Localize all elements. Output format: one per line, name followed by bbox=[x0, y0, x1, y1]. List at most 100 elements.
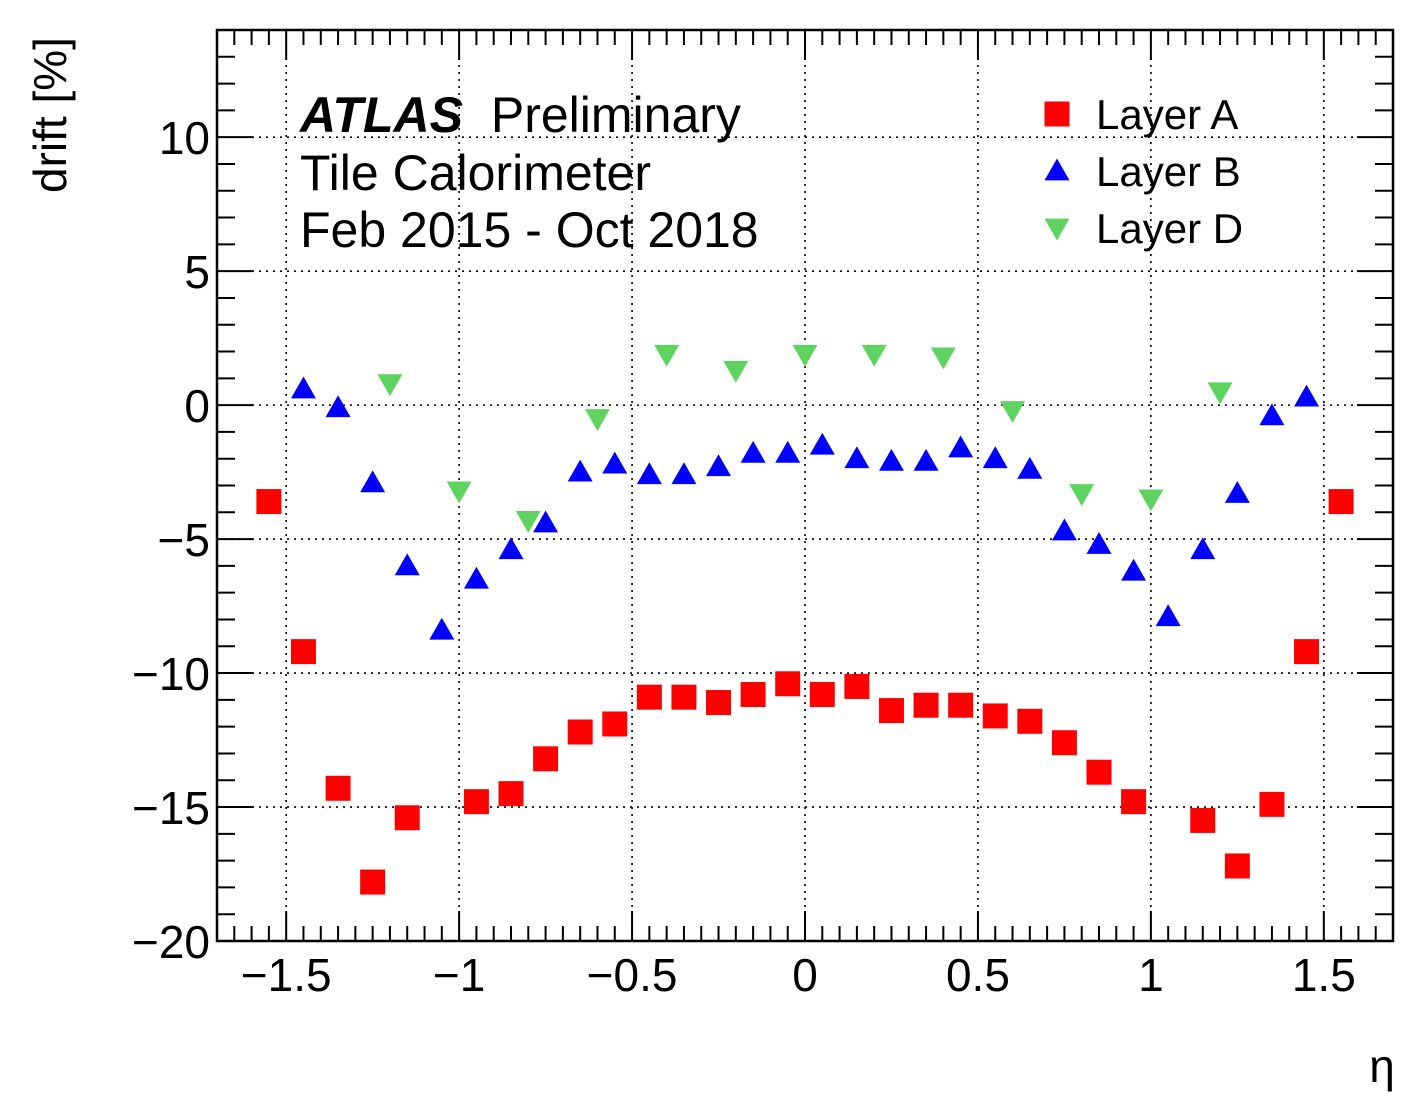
data-point bbox=[723, 360, 749, 383]
data-point bbox=[602, 451, 628, 474]
data-point bbox=[290, 639, 316, 665]
data-point bbox=[1259, 403, 1285, 426]
plot-frame bbox=[215, 28, 1395, 943]
data-point bbox=[1086, 759, 1112, 785]
data-point bbox=[602, 711, 628, 737]
tick-labels: −1.5 −1 −0.5 0 0.5 1 1.5 −20 −15 −10 −5 0 5 10 bbox=[132, 112, 1356, 1001]
data-point bbox=[861, 344, 887, 367]
data-point bbox=[948, 435, 974, 458]
data-point bbox=[515, 510, 541, 533]
data-point bbox=[567, 719, 593, 745]
data-point bbox=[1069, 484, 1095, 507]
data-point bbox=[654, 344, 680, 367]
data-point bbox=[1051, 730, 1077, 756]
detector-label: Tile Calorimeter bbox=[300, 145, 651, 201]
data-point bbox=[394, 805, 420, 831]
data-point bbox=[844, 673, 870, 699]
data-point bbox=[671, 684, 697, 710]
data-point bbox=[1155, 604, 1181, 627]
data-point bbox=[913, 692, 939, 718]
experiment-name: ATLAS bbox=[298, 87, 463, 143]
y-axis-title: drift [%] bbox=[24, 37, 76, 193]
x-axis-title: η bbox=[1369, 1040, 1395, 1092]
data-points bbox=[256, 344, 1354, 895]
data-point bbox=[948, 692, 974, 718]
data-point bbox=[1121, 558, 1147, 581]
x-tick-label: 0.5 bbox=[946, 949, 1010, 1001]
data-point bbox=[1017, 708, 1043, 734]
x-tick-label: 0 bbox=[792, 949, 818, 1001]
data-point bbox=[1190, 537, 1216, 560]
data-point bbox=[1294, 639, 1320, 665]
data-point bbox=[1207, 382, 1233, 405]
data-point bbox=[878, 448, 904, 471]
data-point bbox=[1224, 481, 1250, 503]
data-point bbox=[636, 684, 662, 710]
y-tick-label: −10 bbox=[132, 648, 210, 700]
data-point bbox=[792, 344, 818, 367]
legend-marker bbox=[1044, 218, 1070, 241]
x-tick-label: 1.5 bbox=[1292, 949, 1356, 1001]
y-tick-label: 0 bbox=[184, 380, 210, 432]
data-point bbox=[1051, 518, 1077, 541]
annotation-block: ATLAS Preliminary Tile Calorimeter Feb 2… bbox=[298, 87, 759, 258]
data-point bbox=[740, 440, 766, 463]
data-point bbox=[706, 690, 732, 716]
data-point bbox=[360, 470, 386, 493]
data-point bbox=[463, 566, 489, 589]
data-point bbox=[567, 459, 593, 482]
data-point bbox=[377, 374, 403, 397]
y-tick-label: −5 bbox=[158, 514, 210, 566]
data-point bbox=[982, 703, 1008, 729]
series-layer-d bbox=[377, 344, 1233, 533]
data-point bbox=[498, 537, 524, 560]
legend-item: Layer A bbox=[1044, 91, 1238, 138]
data-point bbox=[844, 446, 870, 469]
data-point bbox=[671, 462, 697, 485]
data-point bbox=[809, 681, 835, 707]
status-label: Preliminary bbox=[491, 87, 741, 143]
data-point bbox=[325, 775, 351, 801]
legend-label: Layer A bbox=[1096, 91, 1238, 138]
data-point bbox=[290, 376, 316, 399]
data-point bbox=[325, 395, 351, 418]
data-point bbox=[1328, 489, 1354, 515]
series-layer-b bbox=[290, 376, 1320, 640]
x-tick-label: −0.5 bbox=[587, 949, 678, 1001]
data-point bbox=[1224, 853, 1250, 879]
data-point bbox=[775, 671, 801, 697]
legend-marker bbox=[1044, 101, 1070, 127]
data-point bbox=[1086, 531, 1112, 554]
data-point bbox=[1190, 807, 1216, 833]
data-point bbox=[394, 553, 420, 576]
data-point bbox=[1017, 456, 1043, 479]
y-tick-label: 10 bbox=[159, 112, 210, 164]
data-point bbox=[360, 869, 386, 895]
data-point bbox=[913, 448, 939, 471]
data-point bbox=[429, 617, 455, 640]
legend-item: Layer B bbox=[1044, 148, 1241, 195]
data-point bbox=[533, 746, 559, 772]
data-point bbox=[1000, 401, 1026, 423]
series-layer-a bbox=[256, 489, 1354, 895]
data-point bbox=[446, 481, 472, 504]
data-point bbox=[878, 698, 904, 724]
data-point bbox=[706, 454, 732, 477]
data-point bbox=[809, 432, 835, 455]
data-point bbox=[740, 681, 766, 707]
legend-label: Layer D bbox=[1096, 205, 1243, 252]
legend-label: Layer B bbox=[1096, 148, 1241, 195]
data-point bbox=[1259, 791, 1285, 817]
legend-item: Layer D bbox=[1044, 205, 1243, 252]
data-point bbox=[498, 781, 524, 807]
y-tick-label: −20 bbox=[132, 916, 210, 968]
data-point bbox=[636, 462, 662, 485]
x-tick-label: 1 bbox=[1138, 949, 1164, 1001]
x-tick-label: −1.5 bbox=[241, 949, 332, 1001]
data-point bbox=[533, 510, 559, 533]
legend-marker bbox=[1044, 158, 1070, 181]
data-point bbox=[256, 489, 282, 515]
data-point bbox=[463, 789, 489, 815]
